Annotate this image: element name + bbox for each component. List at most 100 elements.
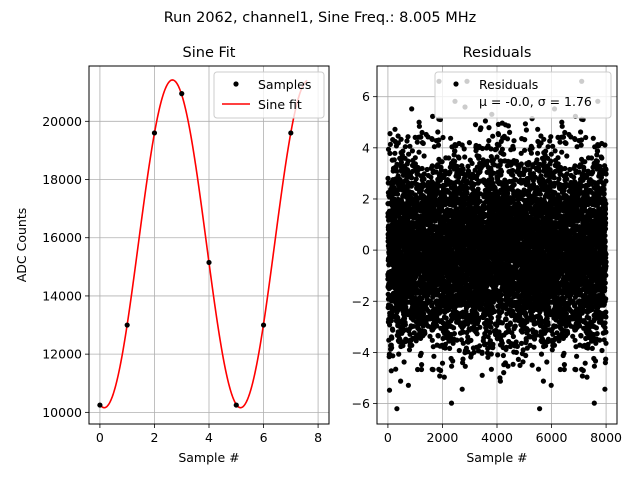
residual-point (461, 146, 467, 152)
residual-point (406, 347, 413, 353)
residual-point (407, 143, 413, 149)
figure-title: Run 2062, channel1, Sine Freq.: 8.005 MH… (164, 10, 477, 26)
residual-point (447, 169, 453, 175)
residual-point (387, 150, 393, 156)
residual-point (395, 133, 401, 139)
sine-fit-xtick-label: 6 (260, 430, 268, 445)
residual-point (398, 339, 404, 345)
residual-point (452, 148, 458, 154)
residual-point (387, 131, 393, 137)
residual-point (439, 159, 445, 165)
residual-point (388, 303, 394, 309)
residual-point (427, 333, 433, 339)
residual-point (479, 349, 485, 355)
residual-point (438, 167, 444, 173)
residual-point (421, 171, 427, 177)
residual-point (429, 302, 435, 308)
residual-point (430, 367, 436, 373)
residual-point (436, 137, 442, 143)
residual-point (400, 343, 406, 349)
residual-point (511, 182, 517, 188)
residual-point (424, 166, 430, 173)
residual-point (499, 146, 505, 152)
residual-point (409, 342, 415, 348)
sine-fit-xtick-label: 4 (205, 430, 213, 445)
residual-point (418, 350, 424, 356)
residual-point (441, 374, 447, 380)
sine-fit-xtick-label: 2 (150, 430, 158, 445)
residual-point (459, 386, 465, 392)
residual-point (391, 157, 397, 163)
residual-point (456, 347, 462, 354)
residual-point (386, 387, 393, 393)
sample-point (233, 402, 239, 408)
legend-samples-label: Samples (258, 77, 311, 92)
residual-point (394, 406, 400, 412)
sample-point (260, 322, 267, 328)
residual-point (431, 144, 437, 150)
residual-point (435, 333, 441, 339)
residual-point (488, 315, 494, 321)
residual-point (393, 366, 399, 372)
residual-point (420, 140, 426, 146)
residual-point (513, 339, 519, 345)
residual-point (395, 140, 401, 146)
residual-point (419, 129, 425, 136)
residual-point (392, 150, 398, 156)
residual-point (416, 119, 422, 125)
sine-fit-ytick-label: 20000 (42, 114, 82, 129)
sample-point (206, 259, 212, 266)
sine-fit-ytick-label: 16000 (42, 230, 82, 245)
sample-point (124, 322, 130, 328)
residual-point (488, 351, 494, 357)
residual-point (501, 151, 507, 157)
legend-samples-marker (233, 81, 239, 87)
residual-point (472, 122, 479, 128)
sample-point (179, 91, 185, 97)
residual-point (404, 138, 410, 144)
sine-fit-xtick-label: 8 (314, 430, 322, 445)
residual-point (409, 175, 415, 181)
residual-point (388, 318, 394, 324)
residual-point (513, 349, 520, 355)
residual-point (416, 123, 422, 129)
residual-point (405, 158, 411, 164)
residual-point (498, 169, 505, 175)
residual-point (474, 331, 480, 337)
residuals-title: Residuals (463, 45, 532, 61)
residual-point (490, 133, 496, 139)
residual-point (451, 325, 457, 331)
residual-point (389, 345, 395, 351)
residual-point (416, 149, 422, 155)
residual-point (471, 349, 477, 355)
residual-point (495, 352, 501, 358)
sine-fit-legend-box (213, 71, 325, 119)
residual-point (388, 368, 394, 374)
residual-point (398, 136, 404, 142)
residual-point (510, 361, 516, 367)
sine-fit-ytick-label: 12000 (42, 347, 82, 362)
residual-point (466, 140, 472, 146)
residual-point (511, 138, 517, 144)
residual-point (389, 335, 395, 341)
residual-point (396, 351, 402, 357)
residual-point (518, 340, 525, 346)
residual-point (429, 163, 435, 169)
residual-point (499, 340, 505, 346)
residual-point (400, 148, 406, 154)
residual-point (401, 359, 407, 365)
residual-point (490, 341, 496, 347)
residual-point (486, 138, 492, 144)
residual-point (438, 367, 444, 374)
residual-point (477, 198, 483, 204)
sine-fit-ytick-label: 18000 (42, 172, 82, 187)
residual-point (387, 141, 393, 147)
residual-point (487, 329, 493, 335)
residual-point (488, 366, 494, 372)
residual-point (409, 168, 415, 175)
residual-point (436, 183, 442, 189)
residual-point (409, 106, 415, 112)
residual-point (449, 363, 455, 369)
